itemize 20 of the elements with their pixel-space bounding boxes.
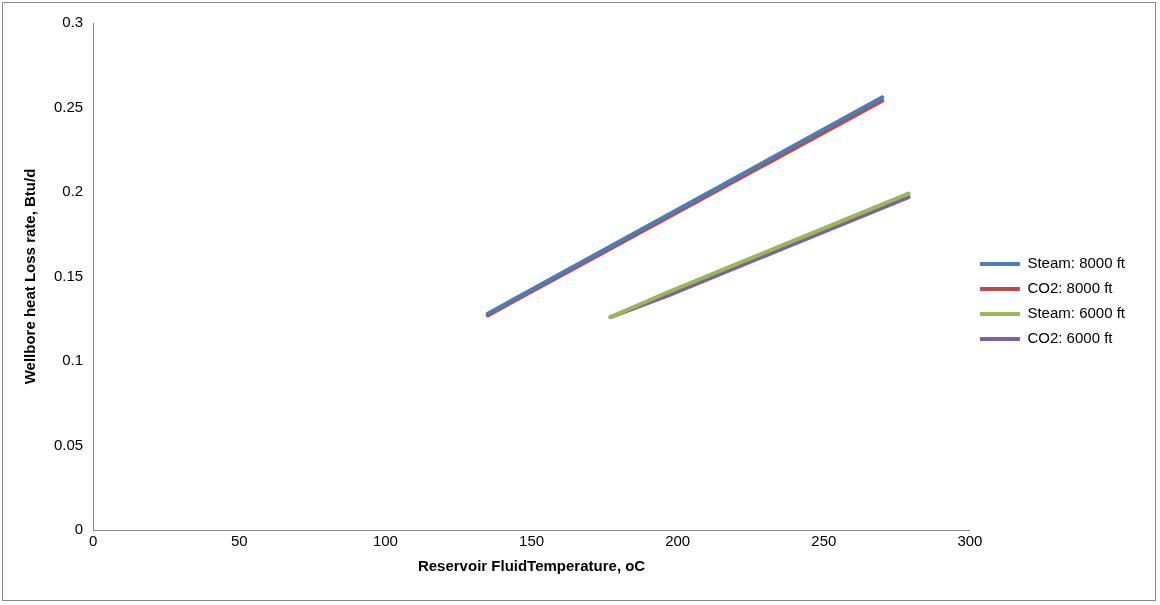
legend-label: CO2: 6000 ft <box>1027 329 1114 347</box>
y-tick-label: 0.3 <box>62 13 84 31</box>
x-tick-label: 0 <box>89 532 98 550</box>
legend-label: Steam: 6000 ft <box>1027 304 1126 322</box>
y-tick-label: 0.1 <box>62 351 84 369</box>
x-tick-label: 250 <box>811 532 837 550</box>
x-tick-label: 200 <box>665 532 691 550</box>
x-tick-label: 50 <box>230 532 248 550</box>
legend-label: CO2: 8000 ft <box>1027 279 1114 297</box>
y-tick-label: 0.15 <box>53 266 84 284</box>
y-tick-label: 0.05 <box>53 435 84 453</box>
y-tick-label: 0 <box>74 520 84 538</box>
x-axis-title: Reservoir FluidTemperature, oC <box>417 557 646 575</box>
x-tick-label: 300 <box>957 532 983 550</box>
y-tick-label: 0.2 <box>62 182 84 200</box>
x-tick-label: 100 <box>372 532 398 550</box>
x-tick-label: 150 <box>519 532 545 550</box>
legend-label: Steam: 8000 ft <box>1027 254 1126 272</box>
y-axis-title: Wellbore heat Loss rate, Btu/d <box>21 168 39 385</box>
y-tick-label: 0.25 <box>53 97 84 115</box>
